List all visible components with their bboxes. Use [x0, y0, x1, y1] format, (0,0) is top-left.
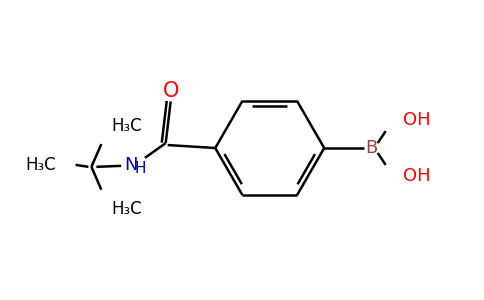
Text: H₃C: H₃C — [111, 200, 142, 218]
Text: O: O — [163, 81, 179, 100]
Text: H₃C: H₃C — [111, 117, 142, 135]
Text: OH: OH — [404, 111, 431, 129]
Text: H₃C: H₃C — [25, 156, 56, 174]
Text: OH: OH — [404, 167, 431, 185]
Text: H: H — [134, 161, 146, 176]
Text: N: N — [124, 156, 138, 174]
Text: B: B — [366, 139, 378, 157]
